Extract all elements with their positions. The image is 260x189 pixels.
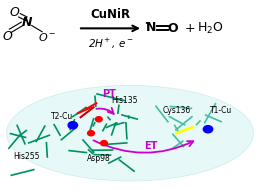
Text: H$_2$O: H$_2$O <box>197 21 224 36</box>
Text: Cys136: Cys136 <box>163 106 191 115</box>
Circle shape <box>88 131 94 136</box>
Circle shape <box>203 126 213 133</box>
Circle shape <box>68 122 77 129</box>
Text: T2-Cu: T2-Cu <box>51 112 74 121</box>
Text: His255: His255 <box>13 152 39 161</box>
Text: $\mathbf{O}$: $\mathbf{O}$ <box>167 22 179 35</box>
Ellipse shape <box>6 85 254 181</box>
Text: $\mathbf{{}^{\bullet}\!N}$: $\mathbf{{}^{\bullet}\!N}$ <box>144 22 157 35</box>
Text: ET: ET <box>144 141 158 151</box>
Text: T1-Cu: T1-Cu <box>210 106 232 115</box>
Text: Asp98: Asp98 <box>87 154 111 163</box>
Text: +: + <box>185 22 195 35</box>
Text: O: O <box>9 6 19 19</box>
Circle shape <box>101 141 107 146</box>
Text: O: O <box>3 30 13 43</box>
Text: His135: His135 <box>112 96 138 105</box>
Text: N: N <box>22 16 32 29</box>
Text: O$^-$: O$^-$ <box>38 31 56 43</box>
Text: 2H$^+$, e$^-$: 2H$^+$, e$^-$ <box>88 37 133 51</box>
Text: PT: PT <box>102 89 116 99</box>
Text: CuNiR: CuNiR <box>90 8 131 21</box>
Circle shape <box>95 117 102 122</box>
